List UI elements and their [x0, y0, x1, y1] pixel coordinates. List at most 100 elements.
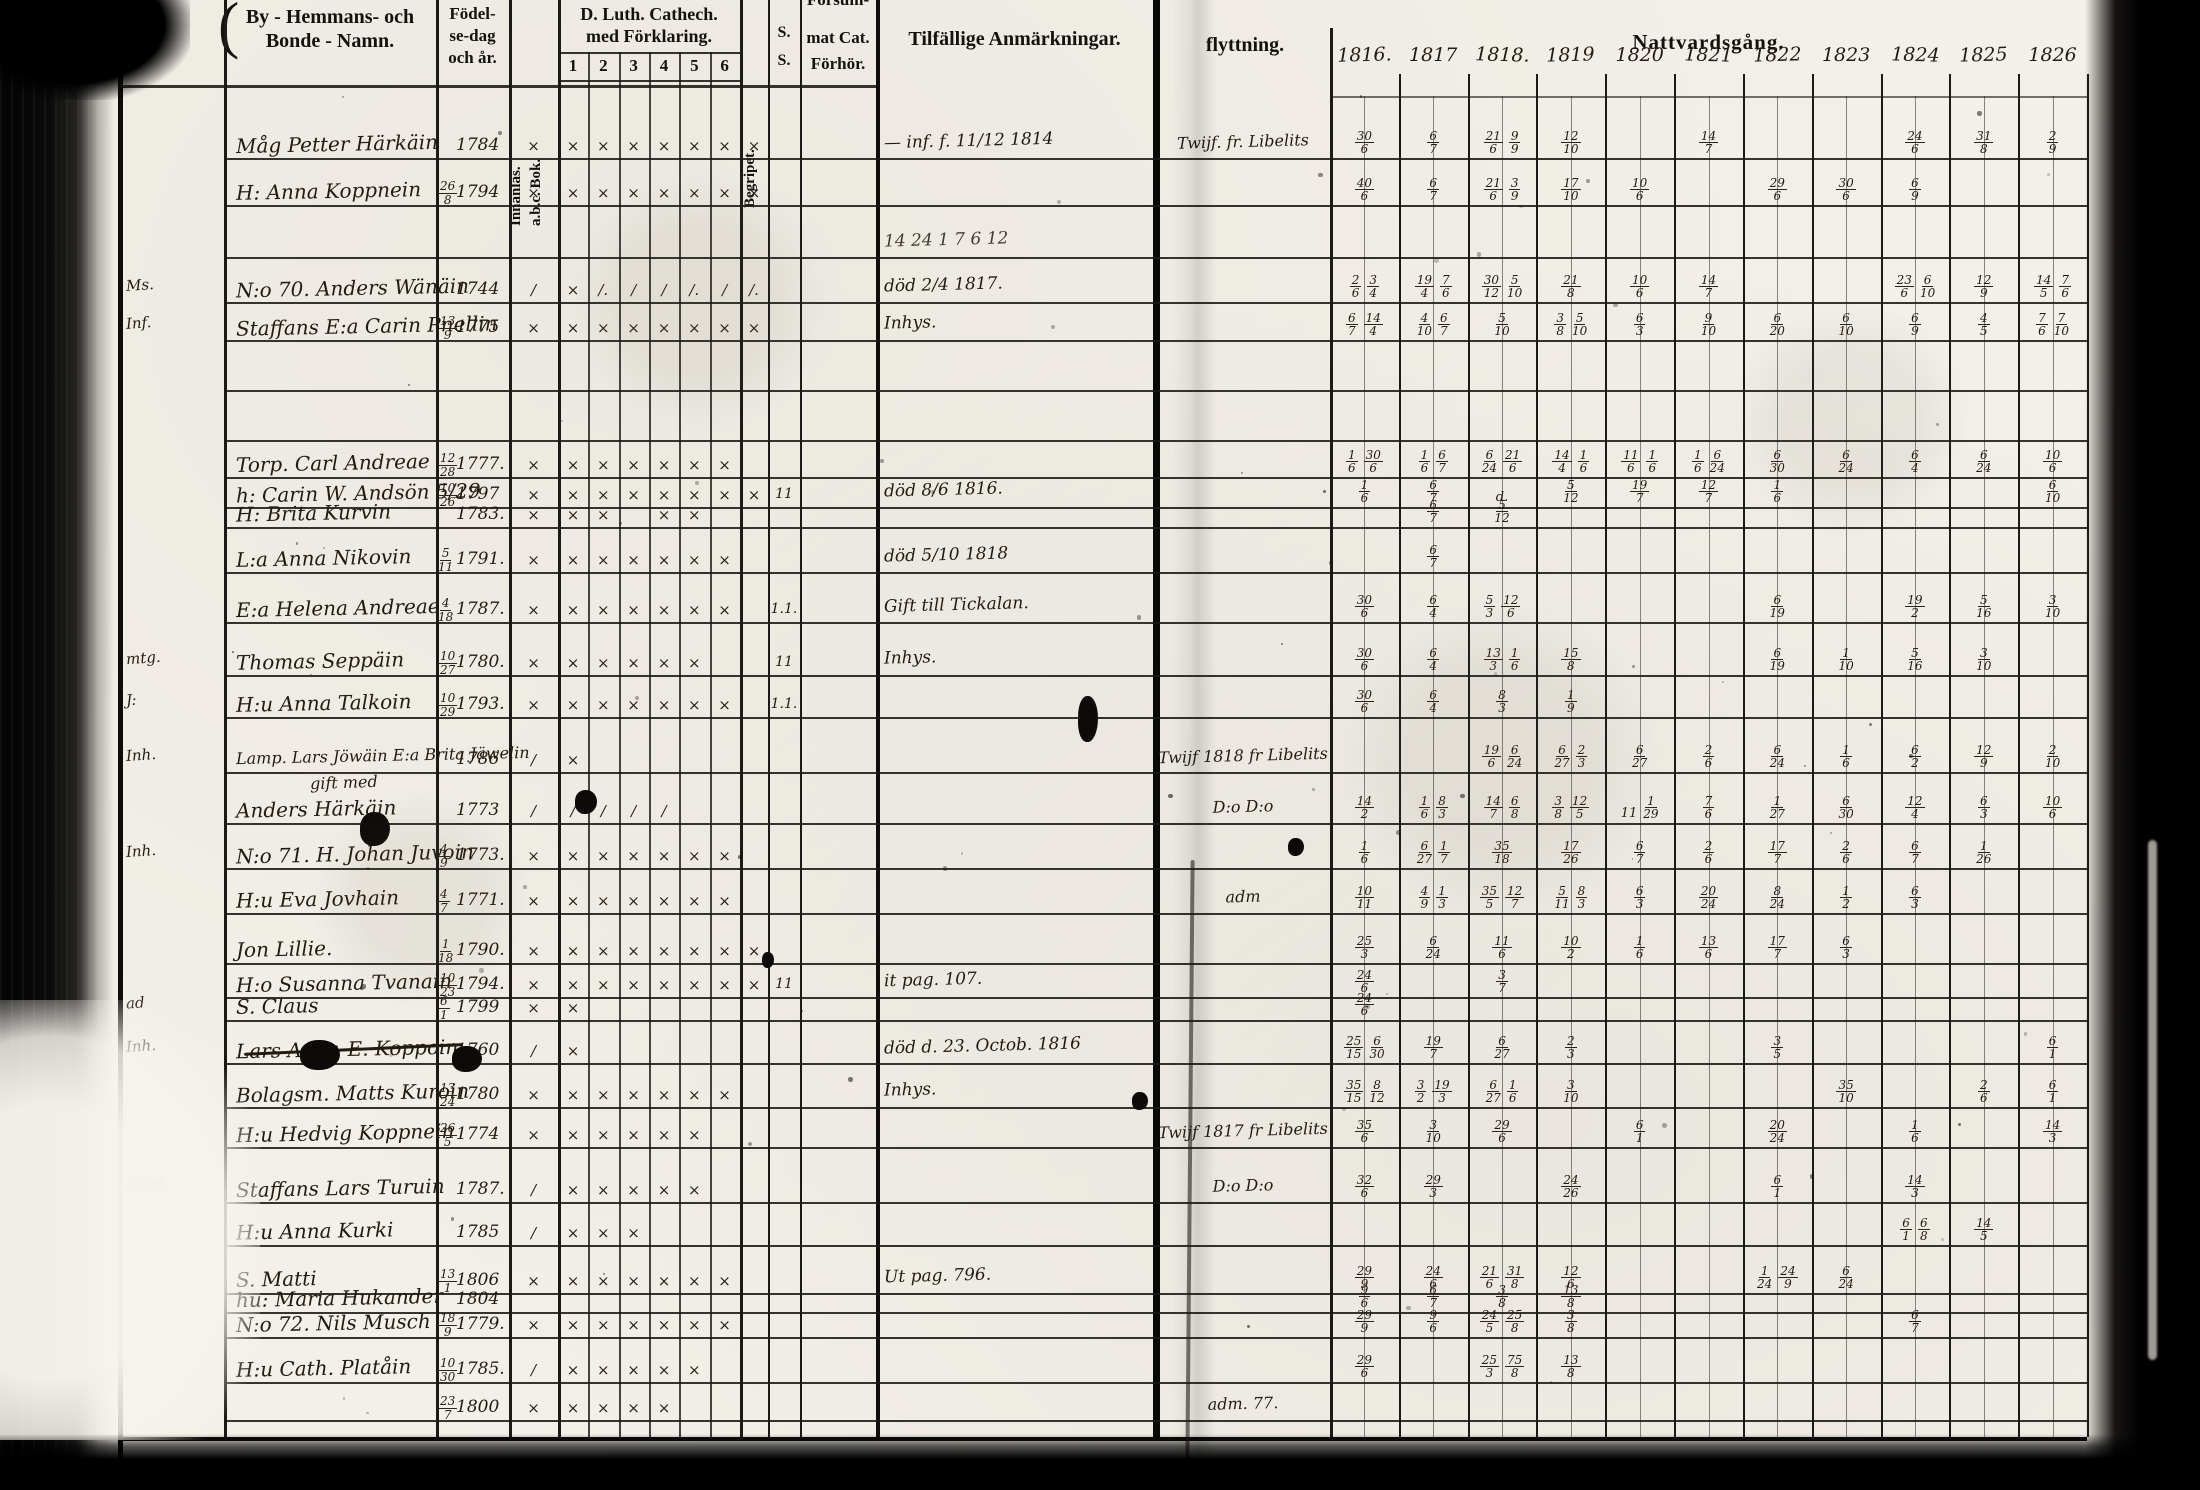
paper-speck [635, 695, 640, 700]
paper-speck [523, 885, 527, 889]
remark-note: — inf. f. 11/12 1814 [883, 128, 1054, 154]
remark-note: it pag. 107. [883, 968, 983, 992]
catechism-mark: × [657, 654, 671, 672]
catechism-number-cell: 1 [568, 56, 578, 75]
catechism-mark: × [627, 1086, 640, 1104]
communion-date-cell: 12 9 [1950, 266, 2017, 300]
catechism-mark: × [627, 654, 640, 672]
row-name: H:u Hedvig Koppnein [235, 1118, 455, 1148]
catechism-mark: × [597, 1181, 610, 1199]
birth-year: 1775 [456, 317, 500, 337]
column-rule-line [1914, 96, 1916, 1437]
row-name: E:a Helena Andreae [235, 593, 440, 623]
catechism-mark: × [527, 1316, 540, 1334]
communion-date-cell: 1 6 30 6 [1331, 441, 1398, 475]
row-rule-line [224, 1245, 2087, 1247]
date-fraction: 21 6 [1483, 128, 1503, 157]
communion-date-cell: 24 26 [1537, 1166, 1604, 1200]
row-name: N:o 72. Nils Musch [235, 1308, 431, 1338]
row-rule-line [224, 257, 2087, 259]
communion-date-cell: 35 15 8 12 [1331, 1071, 1398, 1105]
communion-date-cell: 5 16 [1950, 586, 2017, 620]
communion-date-cell: 19 4 7 6 [1400, 266, 1467, 300]
date-note: d. [1495, 490, 1509, 505]
year-label: 1821 [1684, 43, 1733, 67]
communion-date-cell: 19 2 [1882, 586, 1949, 620]
scan-edge-bottom [0, 1434, 2200, 1490]
paper-speck [1168, 793, 1173, 798]
birth-date-fraction: 4 18 [438, 592, 453, 623]
catechism-mark: × [527, 601, 540, 619]
catechism-mark: × [627, 976, 640, 994]
catechism-mark: × [657, 847, 671, 865]
date-fraction: 7 10 [2053, 310, 2070, 339]
catechism-mark: × [597, 486, 610, 504]
communion-date-cell: 3518 [1469, 832, 1536, 866]
communion-date-cell: 10 6 [2019, 441, 2086, 475]
birth-date-fraction: 61 [438, 990, 450, 1021]
date-fraction: 127 [1505, 885, 1525, 911]
catechism-mark: × [747, 976, 761, 994]
row-name: Måg Petter Härkäin [235, 129, 439, 159]
birth-year: 1779. [456, 1314, 505, 1334]
communion-date-cell: 511 83 [1537, 877, 1604, 911]
birth-year: 1783. [456, 504, 505, 524]
row-rule-line [224, 477, 2087, 479]
column-rule-line [1777, 96, 1779, 1437]
communion-date-cell: 627 [1606, 736, 1673, 770]
date-fraction: 5 10 [1507, 272, 1523, 301]
birth-year: 1780 [456, 1084, 500, 1104]
communion-date-cell: 3 8 5 10 [1537, 304, 1604, 338]
catechism-mark: × [566, 184, 580, 202]
communion-date-cell: 16 [1744, 471, 1811, 505]
catechism-mark: × [527, 486, 540, 504]
date-fraction: 620 [1770, 310, 1785, 338]
date-fraction: 10 29 [438, 691, 458, 719]
date-fraction: 14 3 [1905, 1172, 1925, 1201]
communion-date-cell: 29 9 [1331, 1257, 1398, 1291]
catechism-mark: × [566, 1042, 580, 1060]
birth-date-fraction: 10 30 [438, 1352, 458, 1383]
column-rule-line [1811, 74, 1814, 1437]
communion-date-cell: 19 7 [1606, 471, 1673, 505]
date-fraction: 1023 [438, 972, 458, 998]
communion-date-cell: 1726 [1537, 832, 1604, 866]
catechism-mark: × [657, 1126, 671, 1144]
paper-speck [1318, 172, 1323, 178]
communion-date-cell: 355127 [1469, 877, 1536, 911]
paper-speck [1322, 490, 1326, 494]
catechism-mark: × [657, 456, 671, 474]
catechism-mark: × [657, 892, 671, 910]
communion-date-cell: 17 7 [1744, 927, 1811, 961]
catechism-mark: × [597, 1316, 610, 1334]
date-fraction: 26 5 [438, 1121, 458, 1149]
paper-speck [1280, 642, 1284, 646]
communion-date-cell: 10 11 [1331, 877, 1398, 911]
date-fraction: 26 8 [438, 179, 458, 207]
catechism-number-cell: 3 [629, 56, 638, 75]
date-fraction: 4 10 [1416, 310, 1433, 339]
communion-date-cell: 64 [1400, 681, 1467, 715]
catechism-mark: × [597, 1361, 610, 1379]
date-fraction: 133 [1483, 647, 1503, 673]
catechism-mark: × [619, 319, 649, 337]
row-rule-line [224, 913, 2087, 915]
paper-speck [1632, 665, 1636, 669]
date-fraction: 21 8 [1561, 272, 1581, 301]
paper-speck [747, 1142, 752, 1147]
